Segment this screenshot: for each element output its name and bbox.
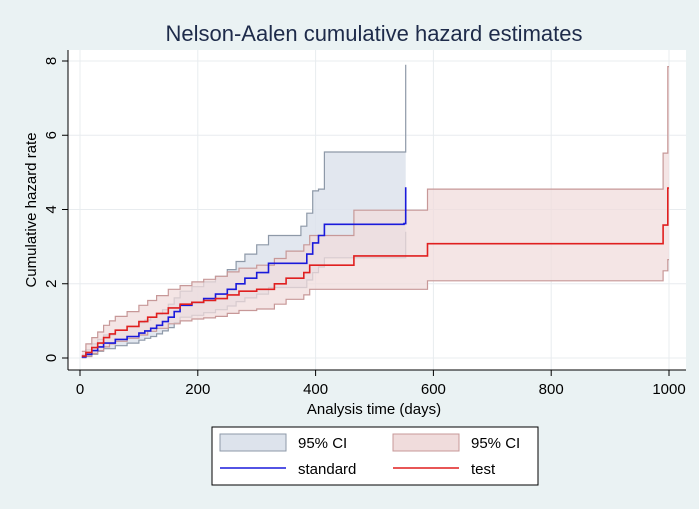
y-tick-label: 4 xyxy=(43,205,60,213)
y-axis-label: Cumulative hazard rate xyxy=(23,132,40,287)
y-tick-label: 2 xyxy=(43,280,60,288)
legend-swatch-test-ci xyxy=(392,433,460,452)
x-tick-label: 400 xyxy=(303,381,328,398)
chart-title: Nelson-Aalen cumulative hazard estimates xyxy=(166,21,583,46)
legend-label-standard: standard xyxy=(298,461,356,478)
x-tick-label: 200 xyxy=(185,381,210,398)
x-tick-label: 0 xyxy=(76,381,84,398)
legend: 95% CI 95% CI standard test xyxy=(211,426,539,486)
x-tick-label: 1000 xyxy=(652,381,685,398)
y-tick-label: 8 xyxy=(43,57,60,65)
legend-label-standard-ci: 95% CI xyxy=(298,435,347,452)
y-tick-label: 6 xyxy=(43,131,60,139)
x-ticks: 0 200 400 600 800 1000 xyxy=(76,370,686,398)
y-tick-label: 0 xyxy=(43,354,60,362)
ci-bands xyxy=(81,64,670,359)
legend-label-test-ci: 95% CI xyxy=(471,435,520,452)
series-line-test xyxy=(81,187,669,357)
y-ticks: 0 2 4 6 8 xyxy=(43,57,68,362)
x-axis-label: Analysis time (days) xyxy=(307,401,441,418)
ci-band-test xyxy=(81,66,670,358)
x-tick-label: 600 xyxy=(421,381,446,398)
legend-label-test: test xyxy=(471,461,496,478)
x-tick-label: 800 xyxy=(539,381,564,398)
series-lines xyxy=(81,187,669,358)
ci-lower-test xyxy=(81,259,669,359)
legend-swatch-standard-ci xyxy=(219,433,287,452)
ci-upper-test xyxy=(81,66,669,352)
